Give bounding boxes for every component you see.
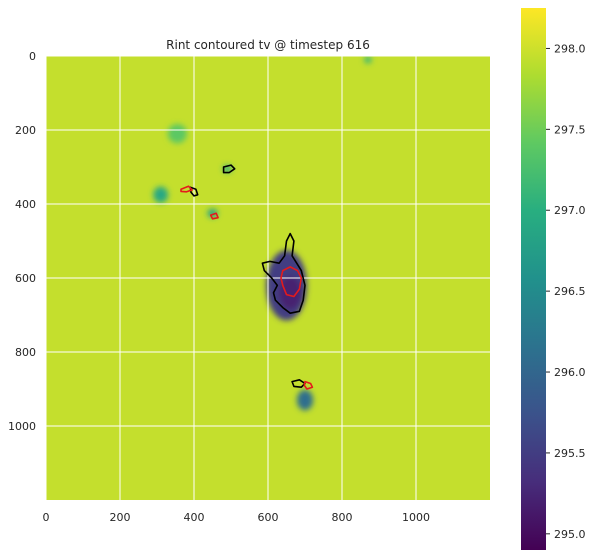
x-tick-label: 600	[258, 511, 279, 524]
y-axis: 0 200 400 600 800 1000	[8, 50, 36, 433]
x-tick-label: 1000	[402, 511, 430, 524]
contour-line	[261, 232, 306, 315]
y-tick-label: 600	[15, 272, 36, 285]
heatmap-feature-top-blob	[364, 56, 372, 64]
contour-line	[180, 185, 193, 193]
x-tick-label: 800	[332, 511, 353, 524]
heatmap-feature-left-blob	[153, 186, 169, 203]
y-tick-label: 800	[15, 346, 36, 359]
x-axis: 0 200 400 600 800 1000	[43, 511, 431, 524]
x-tick-label: 200	[110, 511, 131, 524]
colorbar-tick-label: 296.0	[554, 366, 586, 379]
heatmap-feature-small-blob-a	[207, 208, 218, 218]
contour-line	[209, 212, 219, 220]
contour-line	[222, 164, 236, 174]
colorbar-tick-label: 298.0	[554, 42, 586, 55]
grid-lines	[45, 55, 490, 500]
y-tick-label: 1000	[8, 420, 36, 433]
x-tick-label: 400	[184, 511, 205, 524]
y-tick-label: 400	[15, 198, 36, 211]
colorbar-tick-label: 297.0	[554, 204, 586, 217]
chart-title: Rint contoured tv @ timestep 616	[166, 38, 370, 52]
x-tick-label: 0	[43, 511, 50, 524]
heatmap-feature-upper-left-blob	[167, 124, 187, 144]
colorbar-tick-label: 297.5	[554, 123, 586, 136]
contour-line	[303, 380, 314, 390]
y-tick-label: 200	[15, 124, 36, 137]
heatmap-feature-central-core	[279, 276, 302, 310]
colorbar-gradient	[521, 8, 546, 550]
colorbar-tick-label: 295.0	[554, 528, 586, 541]
contour-line	[291, 378, 306, 389]
contour-line	[280, 266, 303, 298]
colorbar-tick-label: 296.5	[554, 285, 586, 298]
plot-area	[45, 55, 490, 500]
colorbar-tick-label: 295.5	[554, 447, 586, 460]
contour-lines	[180, 164, 314, 390]
y-tick-label: 0	[29, 50, 36, 63]
colorbar: 295.0 295.5 296.0 296.5 297.0 297.5 298.0	[521, 8, 586, 550]
colorbar-ticks: 295.0 295.5 296.0 296.5 297.0 297.5 298.0	[546, 42, 586, 541]
heatmap-feature-lower-blob	[296, 389, 314, 411]
contour-line	[189, 186, 199, 197]
heatmap-features	[153, 56, 372, 411]
